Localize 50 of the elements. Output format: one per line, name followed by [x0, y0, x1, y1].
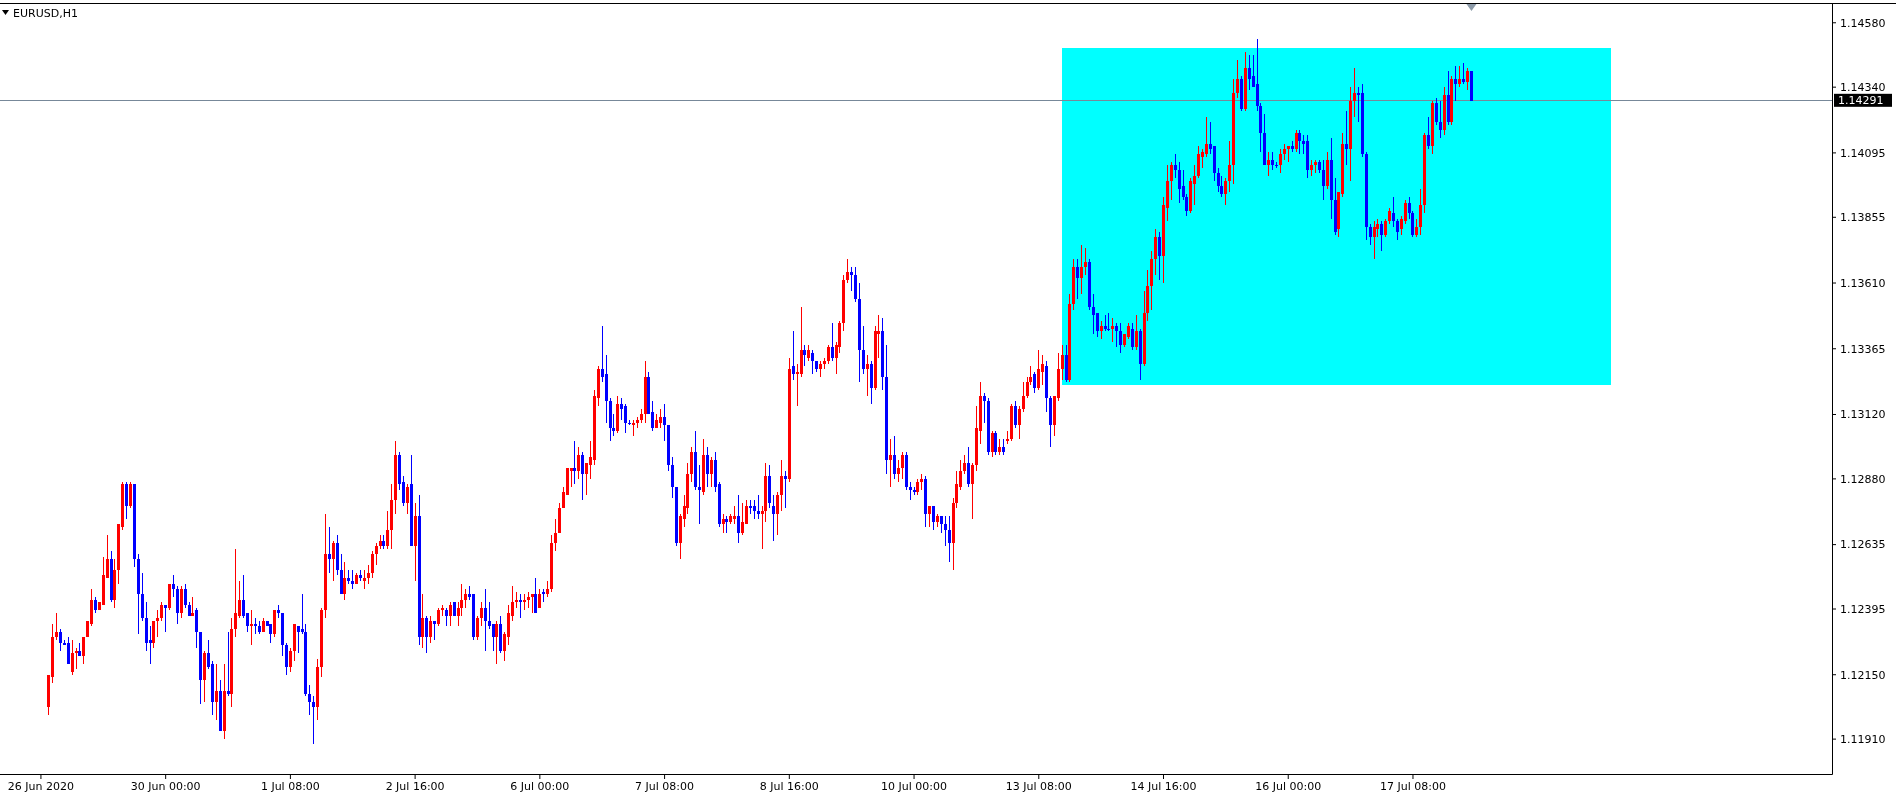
x-tick-label: 13 Jul 08:00: [1005, 780, 1072, 793]
candlestick: [328, 527, 331, 573]
candlestick: [889, 439, 892, 487]
candlestick: [254, 618, 257, 634]
x-tick-label: 1 Jul 08:00: [260, 780, 320, 793]
candlestick: [1462, 63, 1465, 84]
candlestick: [1454, 66, 1457, 101]
candlestick: [75, 648, 78, 669]
candlestick: [1345, 111, 1348, 165]
y-tick-label: 1.14580: [1840, 16, 1886, 30]
y-tick-label: 1.13610: [1840, 276, 1886, 290]
y-tick-label: 1.13365: [1840, 342, 1886, 356]
candlestick: [850, 267, 853, 291]
candlestick: [757, 495, 760, 519]
candlestick: [312, 696, 315, 744]
candlestick: [250, 610, 253, 645]
candlestick: [866, 355, 869, 396]
candlestick: [784, 471, 787, 508]
candlestick: [227, 632, 230, 696]
y-tick-label: 1.14340: [1840, 81, 1886, 95]
y-tick-label: 1.14095: [1840, 146, 1886, 160]
x-tick-label: 10 Jul 00:00: [881, 780, 948, 793]
candlestick: [515, 592, 518, 608]
y-tick-label: 1.11910: [1840, 732, 1886, 746]
chart-title: EURUSD,H1: [13, 7, 78, 20]
x-tick-label: 14 Jul 16:00: [1130, 780, 1197, 793]
y-tick-label: 1.12395: [1840, 602, 1886, 616]
x-tick-label: 7 Jul 08:00: [635, 780, 695, 793]
x-tick-label: 2 Jul 16:00: [385, 780, 445, 793]
x-tick-label: 6 Jul 00:00: [510, 780, 570, 793]
x-tick-label: 26 Jun 2020: [7, 780, 75, 793]
y-tick-label: 1.12150: [1840, 668, 1886, 682]
candlestick: [632, 420, 635, 436]
y-tick-label: 1.13120: [1840, 408, 1886, 422]
candlestick: [156, 610, 159, 637]
x-tick-label: 30 Jun 00:00: [130, 780, 201, 793]
candlestick: [1107, 313, 1110, 331]
candlestick: [164, 605, 167, 632]
ref-line-label: 1.14291: [1838, 94, 1884, 108]
x-tick-label: 8 Jul 16:00: [759, 780, 819, 793]
x-tick-label: 16 Jul 00:00: [1255, 780, 1322, 793]
candlestick: [523, 594, 526, 610]
y-tick-label: 1.12635: [1840, 538, 1886, 552]
candlestick: [1111, 318, 1114, 342]
candlestick: [519, 594, 522, 618]
candlestick: [573, 441, 576, 484]
y-tick-label: 1.12880: [1840, 472, 1886, 486]
y-tick-label: 1.13855: [1840, 211, 1886, 225]
candlestick: [698, 465, 701, 524]
x-tick-label: 17 Jul 08:00: [1379, 780, 1446, 793]
